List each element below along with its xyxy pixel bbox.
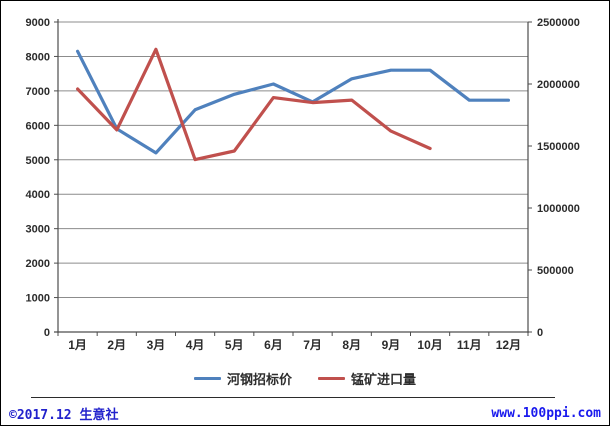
y-axis-label-right: 2000000 [537,79,580,91]
copyright-text: ©2017.12 生意社 [9,408,119,423]
x-axis-label: 3月 [147,338,166,352]
y-axis-label-right: 1500000 [537,141,580,153]
legend-line-red [318,377,345,380]
y-axis-label-left: 9000 [26,17,50,29]
x-axis-label: 2月 [107,338,126,352]
x-axis-label: 8月 [342,338,361,352]
y-axis-label-right: 0 [537,327,543,339]
y-axis-label-left: 2000 [26,258,50,270]
legend-label-bid-price: 河钢招标价 [226,372,292,387]
x-axis-label: 5月 [225,338,244,352]
website-link[interactable]: www.100ppi.com [491,406,601,421]
line-chart: 0 1000 2000 3000 4000 5000 6000 7000 8000 9000 0 50… [26,17,580,352]
x-axis-label: 11月 [457,338,482,352]
series-line-0 [75,49,510,155]
x-axis-label: 4月 [186,338,205,352]
legend: 河钢招标价 锰矿进口量 [1,369,609,388]
y-axis-label-right: 1000000 [537,203,580,215]
legend-line-blue [193,377,221,380]
y-axis-label-left: 5000 [26,155,50,167]
legend-label-import-volume: 锰矿进口量 [351,372,417,387]
x-axis-label: 10月 [417,338,442,352]
y-axis-label-left: 1000 [26,293,50,305]
x-axis-label: 12月 [496,338,521,352]
x-axis-label: 9月 [382,338,401,352]
x-axis-label: 6月 [264,338,283,352]
y-axis-label-left: 4000 [26,189,50,201]
footer-divider [31,397,555,398]
legend-item-import-volume: 锰矿进口量 [318,369,416,388]
y-axis-label-right: 500000 [537,265,574,277]
y-axis-label-left: 0 [44,327,50,339]
series-line-1 [75,47,432,162]
x-axis-label: 1月 [68,338,87,352]
y-axis-label-right: 2500000 [537,17,580,29]
y-axis-label-left: 3000 [26,224,50,236]
x-axis-label: 7月 [303,338,322,352]
y-axis-label-left: 7000 [26,86,50,98]
y-axis-label-left: 8000 [26,51,50,63]
footer-bar: ©2017.12 生意社 www.100ppi.com [1,402,609,423]
legend-item-bid-price: 河钢招标价 [193,369,292,388]
y-axis-label-left: 6000 [26,120,50,132]
